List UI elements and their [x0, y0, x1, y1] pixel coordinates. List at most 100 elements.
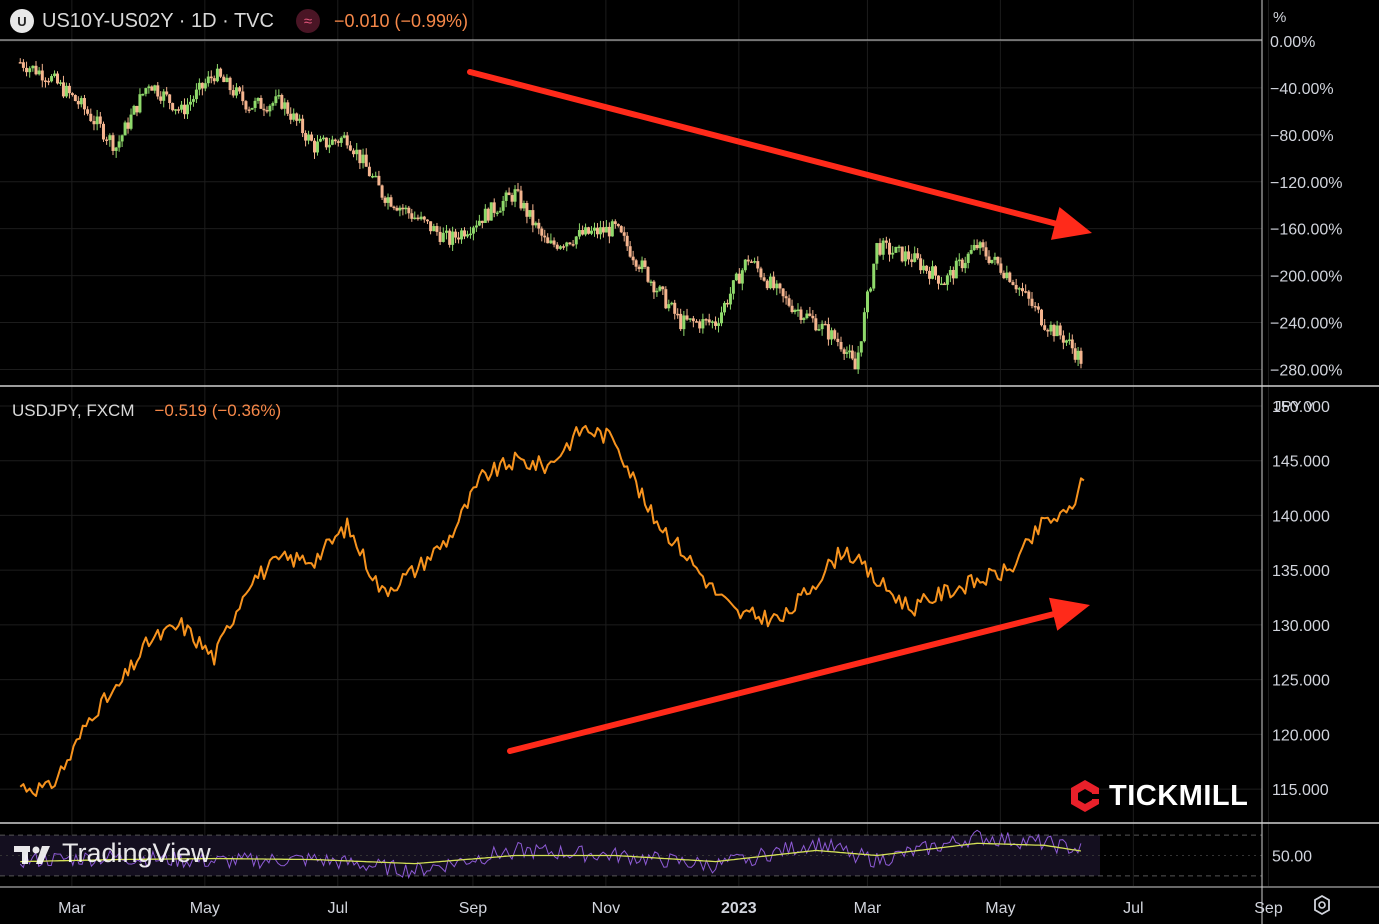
- candle-body: [631, 256, 635, 261]
- candle-body: [778, 283, 782, 289]
- settings-gear-icon[interactable]: [1314, 894, 1330, 916]
- candle-body: [280, 94, 284, 109]
- y-tick-label: 120.000: [1272, 727, 1330, 744]
- x-axis-label: Mar: [58, 900, 86, 917]
- candle-body: [501, 200, 505, 211]
- candle-body: [247, 109, 251, 111]
- candle-body: [936, 275, 940, 284]
- candle-body: [592, 227, 596, 231]
- candle-body: [704, 319, 708, 321]
- top-pane-header: U US10Y-US02Y · 1D · TVC ≈ −0.010 (−0.99…: [10, 9, 468, 33]
- candle-body: [64, 85, 68, 97]
- y-tick-label: 150.000: [1272, 399, 1330, 416]
- candle-body: [957, 259, 961, 262]
- candle-body: [543, 235, 547, 238]
- candle-body: [165, 91, 169, 95]
- candle-body: [407, 207, 411, 214]
- candle-body: [471, 227, 475, 234]
- mid-pane-unit-select[interactable]: JPY ˅: [1274, 398, 1315, 415]
- candle-body: [933, 266, 937, 276]
- candle-body: [1036, 306, 1040, 310]
- candle-body: [1043, 325, 1047, 330]
- candle-body: [714, 321, 718, 326]
- candle-body: [58, 82, 62, 84]
- candle-body: [913, 253, 917, 262]
- grid-lines: [0, 0, 1269, 886]
- candle-body: [604, 226, 608, 233]
- candle-body: [746, 259, 750, 262]
- candle-body: [398, 207, 402, 211]
- candle-body: [652, 281, 656, 293]
- y-tick-label: 50.00: [1272, 849, 1312, 866]
- candle-body: [321, 137, 325, 140]
- candle-body: [875, 243, 879, 264]
- candle-body: [333, 139, 337, 142]
- candle-body: [753, 261, 757, 263]
- candle-body: [197, 82, 201, 90]
- candle-body: [646, 267, 650, 282]
- candle-body: [1027, 291, 1031, 299]
- candle-body: [259, 97, 263, 109]
- candle-body: [82, 98, 86, 110]
- wave-indicator-icon[interactable]: ≈: [295, 9, 320, 33]
- candle-body: [945, 275, 949, 285]
- candle-body: [814, 318, 818, 331]
- candle-body: [180, 104, 184, 110]
- candle-body: [525, 203, 529, 217]
- candle-body: [457, 237, 461, 240]
- candle-body: [489, 202, 493, 221]
- candle-body: [18, 62, 22, 64]
- candle-body: [916, 253, 920, 259]
- candle-body: [222, 76, 226, 83]
- candle-body: [999, 263, 1003, 273]
- candle-body: [188, 101, 192, 105]
- x-axis-label: Nov: [592, 900, 620, 917]
- candle-body: [531, 210, 535, 226]
- tradingview-logo[interactable]: TradingView: [14, 838, 211, 869]
- candle-body: [212, 78, 216, 82]
- candle-body: [1017, 288, 1021, 290]
- candle-body: [477, 220, 481, 226]
- spread-candles: [18, 58, 1083, 374]
- candle-body: [590, 230, 594, 234]
- candle-body: [856, 352, 860, 370]
- candle-body: [817, 329, 821, 331]
- candle-body: [1030, 298, 1034, 306]
- candle-body: [710, 321, 714, 323]
- y-tick-label: −120.00%: [1270, 175, 1343, 192]
- candle-body: [1049, 324, 1053, 332]
- candle-body: [848, 350, 852, 353]
- candle-body: [70, 93, 74, 96]
- y-tick-label: −160.00%: [1270, 222, 1343, 239]
- top-pane-title[interactable]: US10Y-US02Y · 1D · TVC: [42, 9, 274, 32]
- candle-body: [907, 251, 911, 260]
- candle-body: [836, 338, 840, 342]
- candle-body: [451, 231, 455, 245]
- candle-body: [413, 217, 417, 220]
- candle-body: [215, 68, 219, 82]
- candle-body: [598, 227, 602, 235]
- candle-body: [117, 141, 121, 148]
- symbol-badge[interactable]: U: [10, 9, 34, 33]
- candle-body: [144, 88, 148, 94]
- candle-body: [734, 273, 738, 281]
- candle-body: [123, 122, 127, 136]
- candle-body: [67, 85, 71, 94]
- candle-body: [607, 226, 611, 237]
- candle-body: [679, 313, 683, 330]
- candle-body: [628, 246, 632, 257]
- mid-pane-title[interactable]: USDJPY, FXCM: [12, 401, 135, 420]
- candle-body: [781, 288, 785, 297]
- candle-body: [268, 105, 272, 112]
- candle-body: [25, 67, 29, 73]
- candle-body: [92, 121, 96, 125]
- candle-body: [888, 242, 892, 255]
- candle-body: [386, 197, 390, 203]
- candle-body: [86, 109, 90, 114]
- candle-body: [1008, 272, 1012, 283]
- candle-body: [850, 350, 854, 359]
- candle-body: [289, 113, 293, 120]
- candle-body: [392, 206, 396, 209]
- candle-body: [262, 108, 266, 111]
